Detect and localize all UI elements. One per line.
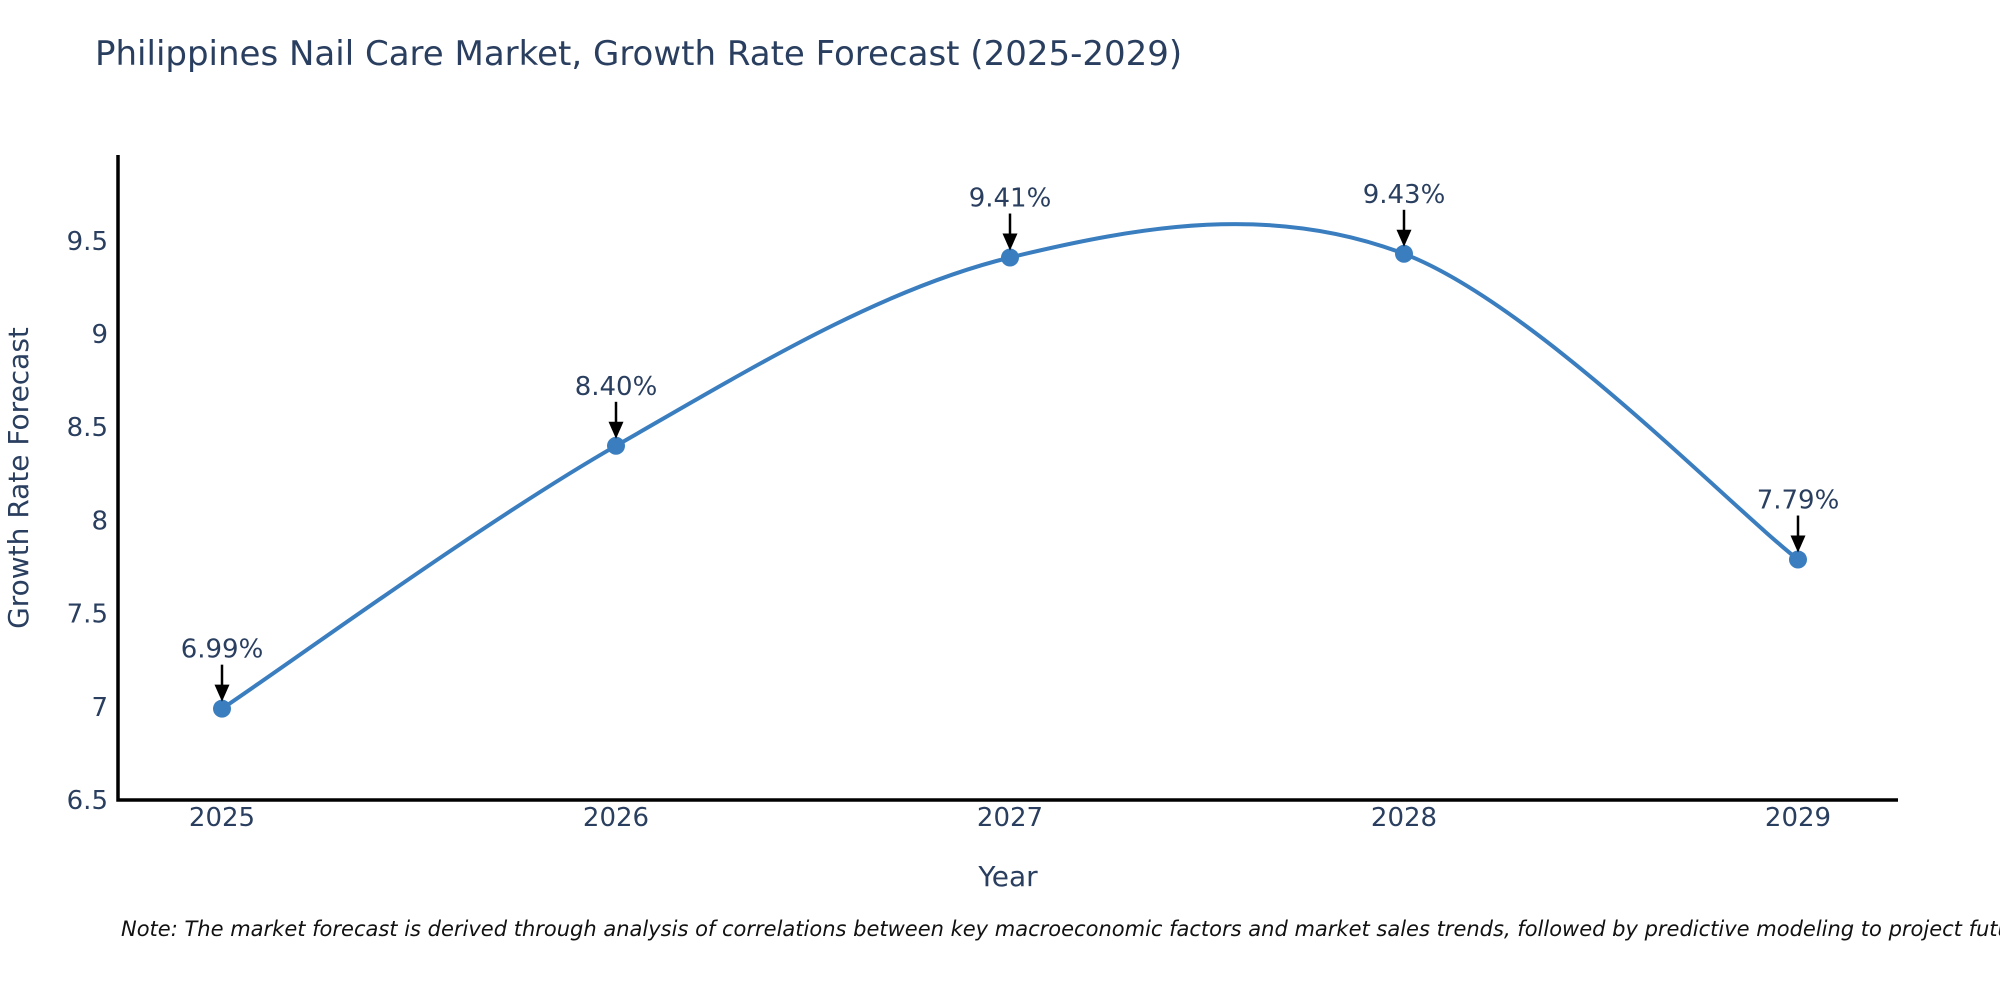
x-tick-label: 2028 bbox=[1371, 803, 1437, 833]
series-line bbox=[220, 222, 1800, 711]
x-tick-label: 2029 bbox=[1765, 803, 1831, 833]
chart-title: Philippines Nail Care Market, Growth Rat… bbox=[95, 34, 1183, 74]
annotation-arrowhead bbox=[1790, 535, 1806, 553]
data-point-marker[interactable] bbox=[1789, 550, 1807, 569]
y-tick-label: 7 bbox=[91, 693, 108, 723]
data-point-marker[interactable] bbox=[1001, 248, 1019, 267]
annotation-arrowhead bbox=[214, 684, 230, 702]
y-tick-label: 9.5 bbox=[67, 227, 108, 257]
x-tick-label: 2026 bbox=[583, 803, 649, 833]
y-tick-label: 6.5 bbox=[67, 786, 108, 816]
data-point-marker[interactable] bbox=[213, 699, 231, 718]
data-point-label: 7.79% bbox=[1757, 486, 1840, 516]
y-tick-label: 9 bbox=[91, 320, 108, 350]
y-axis-title: Growth Rate Forecast bbox=[2, 327, 35, 629]
axis-lines bbox=[116, 155, 1898, 802]
data-point-label: 9.43% bbox=[1363, 180, 1446, 210]
y-tick-label: 7.5 bbox=[67, 600, 108, 630]
annotation-arrowhead bbox=[608, 421, 624, 439]
annotation-arrowhead bbox=[1002, 233, 1018, 251]
x-axis-title: Year bbox=[977, 860, 1038, 893]
annotation-arrowhead bbox=[1396, 229, 1412, 247]
x-tick-label: 2027 bbox=[977, 803, 1043, 833]
data-point-label: 9.41% bbox=[969, 184, 1052, 214]
data-point-label: 6.99% bbox=[181, 635, 264, 665]
data-point-marker[interactable] bbox=[607, 436, 625, 455]
y-tick-label: 8 bbox=[91, 506, 108, 536]
data-point-label: 8.40% bbox=[575, 372, 658, 402]
data-point-marker[interactable] bbox=[1395, 244, 1413, 263]
y-tick-label: 8.5 bbox=[67, 413, 108, 443]
x-tick-label: 2025 bbox=[189, 803, 255, 833]
footnote: Note: The market forecast is derived thr… bbox=[121, 917, 2000, 941]
